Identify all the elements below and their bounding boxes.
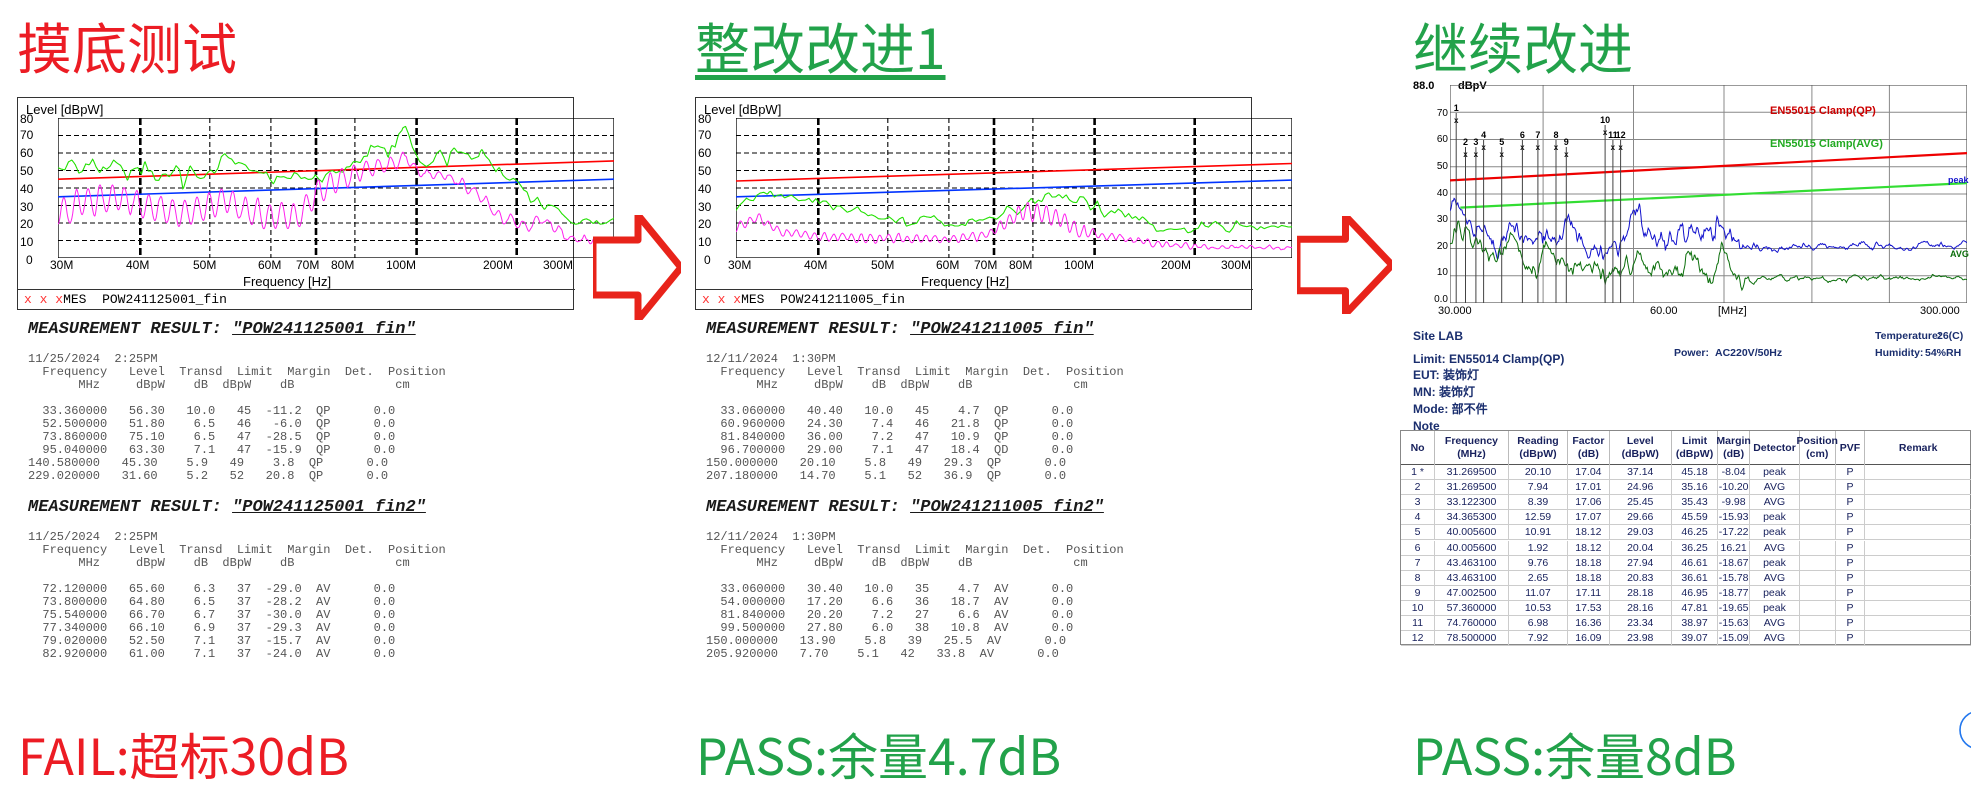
svg-text:7: 7 [1535, 130, 1540, 140]
svg-text:8: 8 [1553, 130, 1558, 140]
svg-text:x: x [1520, 143, 1525, 152]
svg-text:4: 4 [1481, 130, 1486, 140]
svg-text:9: 9 [1564, 137, 1569, 147]
svg-text:5: 5 [1499, 137, 1504, 147]
svg-text:10: 10 [1600, 115, 1610, 125]
svg-text:x: x [1564, 150, 1569, 159]
svg-text:x: x [1463, 150, 1468, 159]
svg-text:x: x [1454, 116, 1459, 125]
svg-text:1: 1 [1454, 103, 1459, 113]
svg-text:x: x [1536, 143, 1541, 152]
svg-text:x: x [1603, 128, 1608, 137]
svg-text:x: x [1481, 143, 1486, 152]
svg-text:3: 3 [1473, 137, 1478, 147]
svg-text:x: x [1554, 143, 1559, 152]
svg-text:x: x [1499, 150, 1504, 159]
svg-text:12: 12 [1616, 130, 1626, 140]
svg-text:6: 6 [1520, 130, 1525, 140]
svg-text:x: x [1611, 143, 1616, 152]
svg-text:2: 2 [1463, 137, 1468, 147]
svg-text:x: x [1474, 150, 1479, 159]
svg-text:x: x [1618, 143, 1623, 152]
